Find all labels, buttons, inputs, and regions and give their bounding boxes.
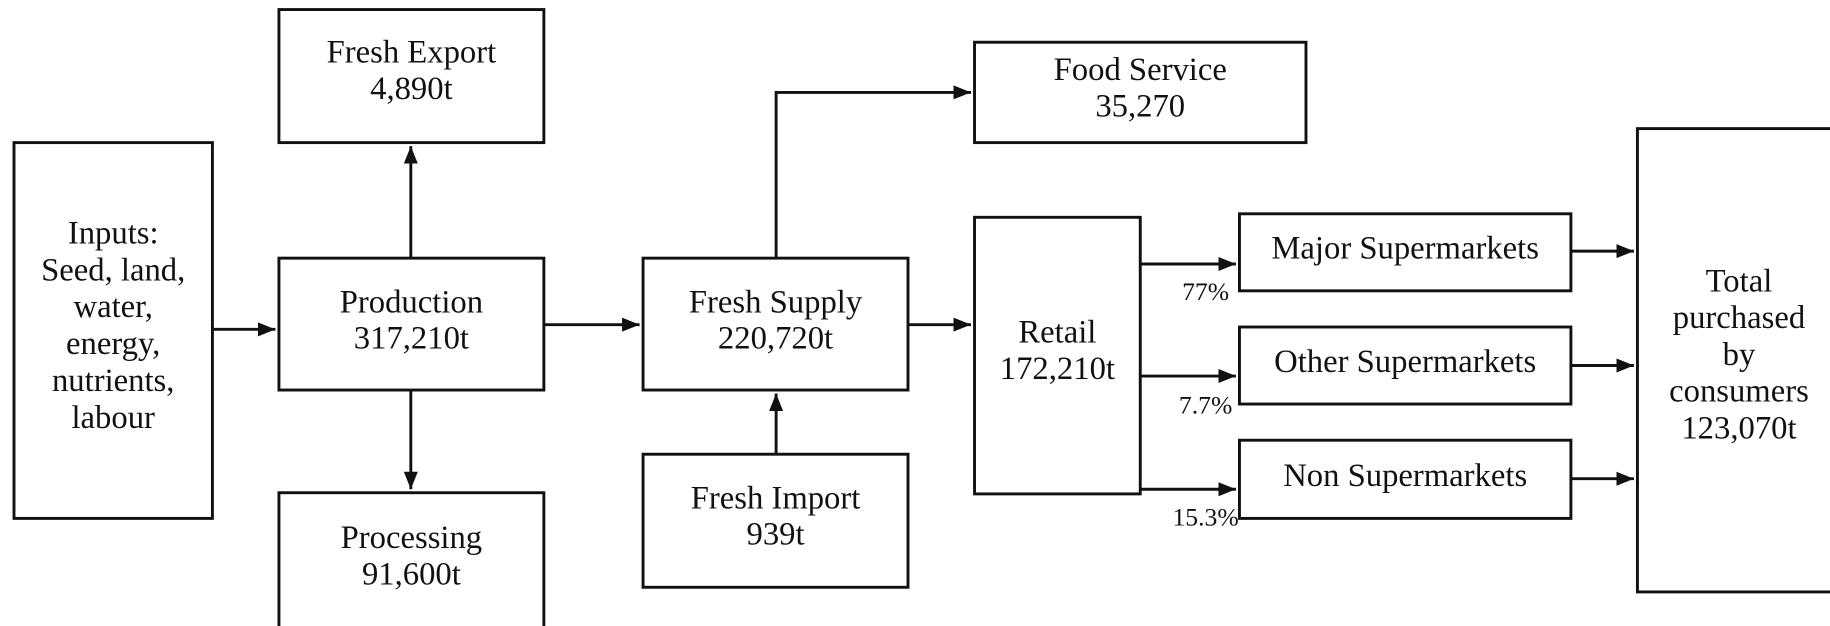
node-label: 35,270 bbox=[1095, 88, 1185, 124]
arrow bbox=[774, 85, 972, 259]
node-label: water, bbox=[74, 289, 153, 325]
node-label: 4,890t bbox=[370, 71, 453, 107]
node-label: Non Supermarkets bbox=[1283, 458, 1527, 494]
node-label: 123,070t bbox=[1681, 410, 1796, 446]
node-box bbox=[641, 256, 910, 392]
node-label: Fresh Import bbox=[691, 480, 861, 516]
node-box bbox=[1635, 127, 1830, 594]
node-label: 91,600t bbox=[362, 556, 461, 592]
node-box bbox=[277, 8, 546, 145]
node-label: consumers bbox=[1669, 374, 1809, 410]
node-label: Inputs: bbox=[68, 215, 159, 251]
node-label: labour bbox=[71, 400, 155, 436]
edge-label: 77% bbox=[1182, 277, 1229, 306]
node-label: 172,210t bbox=[1000, 351, 1115, 387]
node-label: Fresh Export bbox=[327, 35, 497, 71]
node-label: Other Supermarkets bbox=[1274, 344, 1536, 380]
node-label: 939t bbox=[747, 517, 805, 553]
node-box bbox=[277, 491, 546, 626]
edge-label: 15.3% bbox=[1172, 502, 1238, 531]
arrows bbox=[212, 85, 1634, 497]
node-label: Seed, land, bbox=[41, 252, 185, 288]
boxes: Inputs:Seed, land,water,energy,nutrients… bbox=[12, 8, 1830, 626]
node-label: nutrients, bbox=[52, 363, 174, 399]
node-box bbox=[973, 40, 1308, 145]
node-box bbox=[1237, 438, 1573, 520]
node-label: 317,210t bbox=[354, 321, 469, 357]
node-box bbox=[641, 452, 910, 589]
node-label: Processing bbox=[341, 520, 483, 556]
node-label: Production bbox=[340, 284, 483, 320]
node-label: by bbox=[1723, 337, 1756, 373]
node-label: Total bbox=[1706, 263, 1773, 299]
node-label: Fresh Supply bbox=[689, 284, 863, 320]
node-box bbox=[277, 256, 546, 392]
node-label: 220,720t bbox=[718, 321, 833, 357]
node-label: energy, bbox=[66, 326, 160, 362]
node-box bbox=[1237, 212, 1573, 293]
node-label: Major Supermarkets bbox=[1271, 231, 1539, 267]
node-label: Retail bbox=[1018, 315, 1096, 351]
node-label: purchased bbox=[1673, 300, 1805, 336]
edge-label: 7.7% bbox=[1179, 390, 1232, 419]
node-box bbox=[12, 141, 214, 520]
node-box bbox=[973, 215, 1142, 496]
node-box bbox=[1237, 325, 1573, 406]
node-label: Food Service bbox=[1054, 52, 1227, 88]
